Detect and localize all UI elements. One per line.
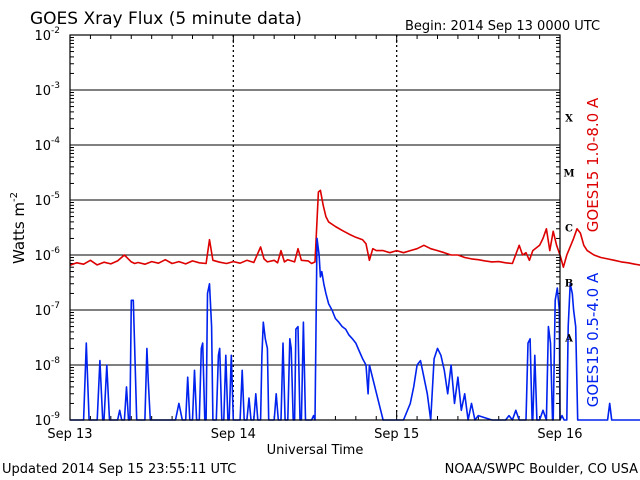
x-tick-label: Sep 15 xyxy=(374,427,419,442)
y-tick-label: 10-5 xyxy=(34,191,60,209)
y-tick-label: 10-8 xyxy=(34,356,60,374)
x-tick-label: Sep 16 xyxy=(537,427,582,442)
x-tick-label: Sep 13 xyxy=(47,427,92,442)
y-tick-label: 10-9 xyxy=(34,411,60,429)
flare-class-label: C xyxy=(565,224,573,235)
x-tick-label: Sep 14 xyxy=(211,427,256,442)
y-tick-label: 10-2 xyxy=(34,26,60,44)
legend-label-short-channel: GOES15 0.5-4.0 A xyxy=(584,272,602,407)
chart-title: GOES Xray Flux (5 minute data) xyxy=(30,9,302,29)
y-axis-label: Watts m-2 xyxy=(9,192,28,264)
y-tick-label: 10-6 xyxy=(34,246,60,264)
source-credit: NOAA/SWPC Boulder, CO USA xyxy=(445,462,638,477)
y-tick-label: 10-4 xyxy=(34,136,60,154)
flare-class-label: X xyxy=(565,114,573,125)
updated-timestamp: Updated 2014 Sep 15 23:55:11 UTC xyxy=(2,462,236,477)
x-axis-label: Universal Time xyxy=(267,443,364,458)
series-short-channel-line xyxy=(70,237,640,421)
y-tick-label: 10-7 xyxy=(34,301,60,319)
begin-label: Begin: 2014 Sep 13 0000 UTC xyxy=(405,19,600,34)
flare-class-label: A xyxy=(564,334,573,345)
legend-label-long-channel: GOES15 1.0-8.0 A xyxy=(584,97,602,232)
series-long-channel-line xyxy=(69,189,640,268)
plot-frame xyxy=(69,34,561,421)
y-tick-label: 10-3 xyxy=(34,81,60,99)
flare-class-label: B xyxy=(565,279,573,290)
flare-class-label: M xyxy=(563,169,574,180)
